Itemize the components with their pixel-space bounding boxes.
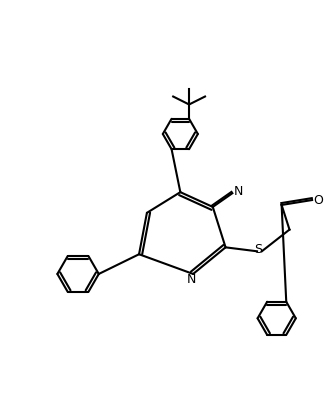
Text: N: N xyxy=(233,185,243,198)
Text: N: N xyxy=(187,273,196,286)
Text: O: O xyxy=(314,194,323,206)
Text: S: S xyxy=(255,243,263,256)
